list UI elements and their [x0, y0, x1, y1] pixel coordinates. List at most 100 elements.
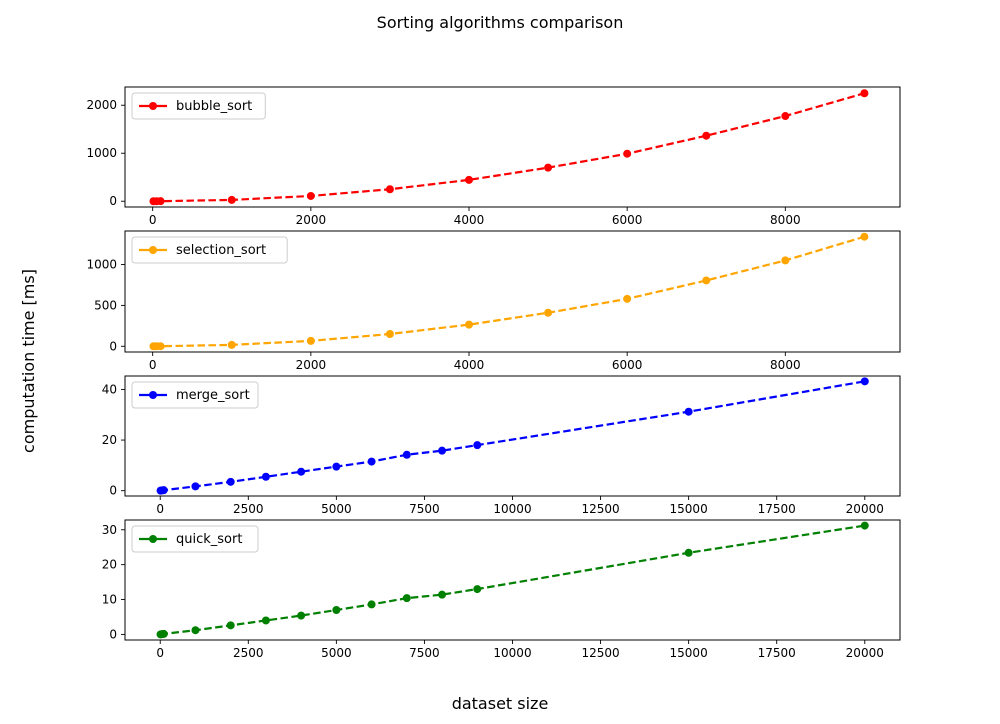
legend-box: [131, 236, 288, 264]
y-tick-label: 1000: [86, 146, 117, 160]
legend-marker: [149, 246, 157, 254]
legend-marker: [149, 391, 157, 399]
legend-label: merge_sort: [176, 388, 250, 403]
x-tick-label: 6000: [612, 358, 643, 372]
data-point: [367, 600, 376, 609]
y-tick-label: 40: [102, 382, 117, 396]
data-point: [297, 467, 306, 476]
data-point: [702, 276, 711, 285]
data-point: [702, 131, 711, 140]
data-point: [226, 477, 235, 486]
x-tick-label: 2500: [233, 646, 264, 660]
data-point: [367, 457, 376, 466]
data-point: [438, 446, 447, 455]
x-tick-label: 4000: [454, 358, 485, 372]
y-tick-label: 500: [94, 298, 117, 312]
data-point: [465, 175, 474, 184]
axes-frame: [124, 86, 901, 208]
legend-marker: [149, 535, 157, 543]
x-tick-label: 0: [149, 213, 157, 227]
data-point: [261, 472, 270, 481]
x-tick-label: 17500: [758, 502, 796, 516]
data-point: [860, 377, 869, 386]
y-tick-label: 1000: [86, 258, 117, 272]
data-point: [623, 294, 632, 303]
axes-frame: [124, 519, 901, 641]
x-tick-label: 8000: [770, 358, 801, 372]
x-tick-label: 7500: [409, 646, 440, 660]
y-tick-label: 20: [102, 433, 117, 447]
data-point: [684, 548, 693, 557]
data-point: [465, 320, 474, 329]
y-tick-label: 10: [102, 593, 117, 607]
legend-marker: [149, 102, 157, 110]
y-tick-label: 30: [102, 523, 117, 537]
x-tick-label: 10000: [493, 646, 531, 660]
x-tick-label: 2000: [296, 213, 327, 227]
y-tick-label: 0: [109, 484, 117, 498]
data-point: [860, 232, 869, 241]
data-point: [402, 594, 411, 603]
y-tick-label: 0: [109, 339, 117, 353]
x-tick-label: 10000: [493, 502, 531, 516]
data-point: [156, 197, 165, 206]
legend: bubble_sort: [131, 92, 266, 120]
data-point: [306, 191, 315, 200]
figure-ylabel: computation time [ms]: [19, 269, 38, 453]
data-point: [781, 256, 790, 265]
data-point: [860, 521, 869, 530]
x-tick-label: 20000: [846, 646, 884, 660]
x-tick-label: 0: [156, 646, 164, 660]
data-point: [684, 407, 693, 416]
x-tick-label: 7500: [409, 502, 440, 516]
y-tick-label: 20: [102, 558, 117, 572]
x-tick-label: 12500: [581, 646, 619, 660]
legend: selection_sort: [131, 236, 288, 264]
x-tick-label: 4000: [454, 213, 485, 227]
data-point: [623, 149, 632, 158]
legend-box: [131, 381, 259, 409]
x-tick-label: 2000: [296, 358, 327, 372]
data-point: [544, 163, 553, 172]
x-tick-label: 5000: [321, 646, 352, 660]
x-tick-label: 2500: [233, 502, 264, 516]
data-point: [781, 112, 790, 121]
y-tick-label: 0: [109, 627, 117, 641]
panel-0: 0 2000 4000 6000 8000 0 1000 2000 bubble_sort: [86, 86, 901, 227]
legend-box: [131, 92, 266, 120]
data-point: [227, 340, 236, 349]
panel-1: 0 2000 4000 6000 8000 0 500 1000 selection_sort: [86, 230, 901, 372]
data-point: [385, 330, 394, 339]
data-point: [438, 590, 447, 599]
figure-title: Sorting algorithms comparison: [377, 13, 624, 32]
y-tick-label: 2000: [86, 98, 117, 112]
x-tick-label: 12500: [581, 502, 619, 516]
legend: merge_sort: [131, 381, 259, 409]
series-line-quick_sort: [160, 524, 865, 636]
data-point: [226, 621, 235, 630]
x-tick-label: 20000: [846, 502, 884, 516]
data-point: [227, 195, 236, 204]
x-tick-label: 15000: [670, 502, 708, 516]
x-tick-label: 6000: [612, 213, 643, 227]
data-point: [306, 336, 315, 345]
data-point: [297, 611, 306, 620]
data-point: [332, 462, 341, 471]
legend-label: selection_sort: [176, 243, 266, 258]
data-point: [544, 308, 553, 317]
x-tick-label: 17500: [758, 646, 796, 660]
x-tick-label: 5000: [321, 502, 352, 516]
data-point: [156, 342, 165, 351]
data-point: [261, 616, 270, 625]
data-point: [860, 89, 869, 98]
data-point: [159, 629, 168, 638]
legend-label: quick_sort: [176, 532, 242, 547]
series-line-merge_sort: [160, 380, 865, 492]
figure-xlabel: dataset size: [452, 694, 549, 713]
axes-frame: [124, 375, 901, 497]
data-point: [473, 441, 482, 450]
data-point: [402, 450, 411, 459]
data-point: [191, 626, 200, 635]
